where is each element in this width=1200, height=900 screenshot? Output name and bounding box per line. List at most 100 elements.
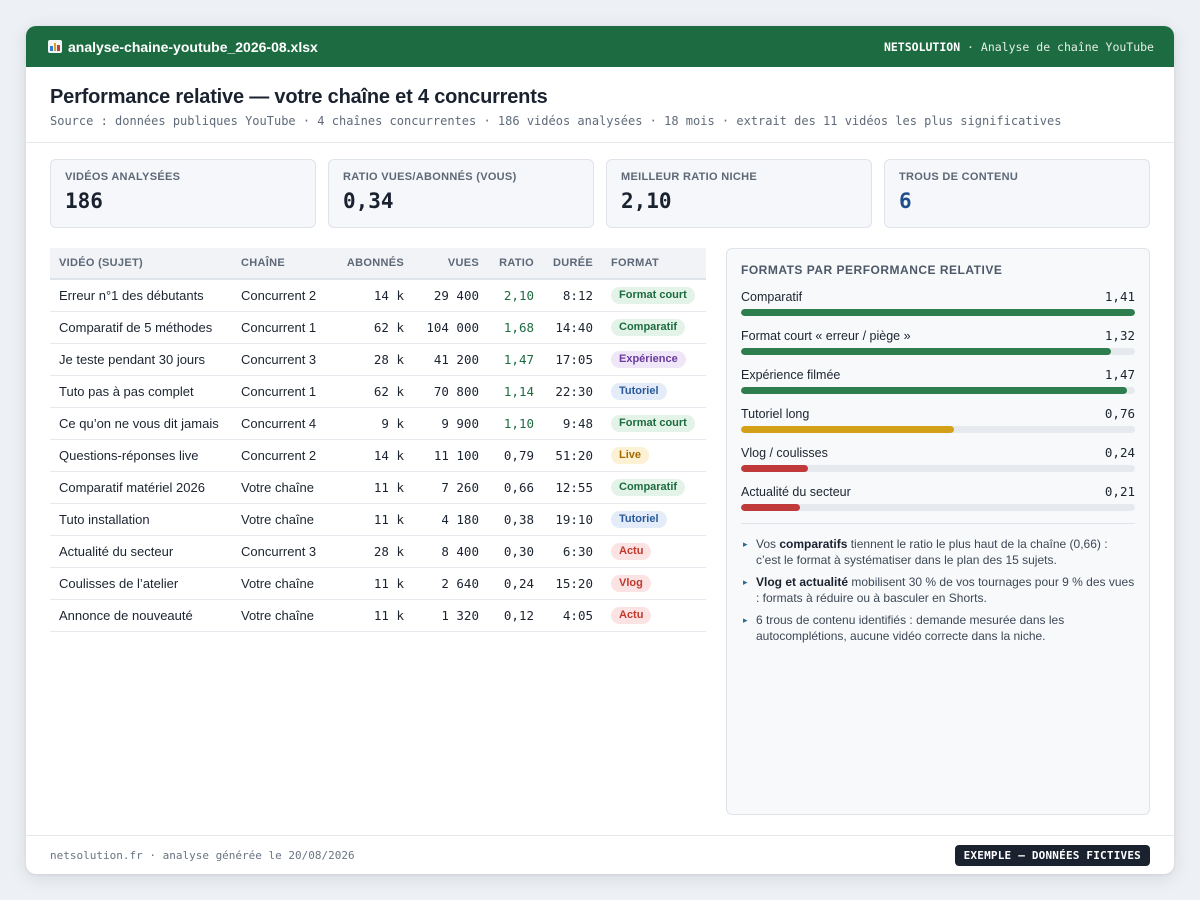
cell-duration: 14:40 (534, 311, 593, 344)
panel-title: Formats par performance relative (741, 263, 1003, 277)
cell-views: 1 320 (404, 599, 479, 632)
cell-subscribers: 28 k (337, 343, 404, 376)
cell-channel: Concurrent 3 (241, 343, 337, 376)
bar-value: 1,41 (1104, 289, 1135, 304)
table-row[interactable]: Comparatif de 5 méthodes Concurrent 1 62 k… (50, 311, 706, 344)
bar-track (741, 465, 1135, 472)
kpi-card-ratio: Ratio vues/abonnés (vous) 0,34 (328, 159, 594, 228)
column-header-views[interactable]: VUES (404, 248, 479, 280)
table-row[interactable]: Comparatif matériel 2026 Votre chaîne 11 k… (50, 471, 706, 504)
bar-label: Actualité du secteur (741, 485, 851, 499)
column-header-format[interactable]: FORMAT (593, 248, 706, 280)
bar-track (741, 504, 1135, 511)
page-title: Performance relative — votre chaîne et 4… (50, 86, 548, 108)
cell-ratio: 0,38 (479, 503, 534, 536)
cell-channel: Votre chaîne (241, 567, 337, 600)
table-row[interactable]: Erreur n°1 des débutants Concurrent 2 14 k… (50, 279, 706, 312)
cell-format: Comparatif (593, 311, 706, 344)
column-header-duration[interactable]: DURÉE (534, 248, 593, 280)
cell-format: Tutoriel (593, 375, 706, 408)
bar-value: 1,47 (1104, 367, 1135, 382)
cell-views: 4 180 (404, 503, 479, 536)
bar-header: Comparatif 1,41 (741, 289, 1135, 304)
cell-ratio: 0,30 (479, 535, 534, 568)
kpi-card-videos: Vidéos analysées 186 (50, 159, 316, 228)
panel-divider (741, 523, 1135, 524)
cell-views: 7 260 (404, 471, 479, 504)
cell-ratio: 1,68 (479, 311, 534, 344)
triangle-bullet-icon: ▸ (743, 615, 748, 625)
cell-duration: 8:12 (534, 279, 593, 312)
column-header-ratio[interactable]: RATIO (479, 248, 534, 280)
cell-ratio: 0,12 (479, 599, 534, 632)
column-header-subscribers[interactable]: ABONNÉS (337, 248, 404, 280)
bar-fill (741, 309, 1135, 316)
cell-duration: 51:20 (534, 439, 593, 472)
cell-views: 8 400 (404, 535, 479, 568)
cell-format: Format court (593, 407, 706, 440)
format-badge: Live (611, 447, 650, 464)
bar-value: 1,32 (1104, 328, 1135, 343)
cell-views: 70 800 (404, 375, 479, 408)
bar-track (741, 387, 1135, 394)
column-header-video[interactable]: VIDÉO (SUJET) (50, 248, 241, 280)
format-badge: Tutoriel (611, 511, 667, 528)
table-row[interactable]: Je teste pendant 30 jours Concurrent 3 28 … (50, 343, 706, 376)
cell-video: Questions-réponses live (50, 439, 241, 472)
cell-channel: Concurrent 1 (241, 311, 337, 344)
cell-duration: 19:10 (534, 503, 593, 536)
cell-format: Expérience (593, 343, 706, 376)
cell-views: 9 900 (404, 407, 479, 440)
cell-duration: 6:30 (534, 535, 593, 568)
cell-subscribers: 62 k (337, 375, 404, 408)
sample-data-badge: EXEMPLE — DONNÉES FICTIVES (954, 844, 1150, 866)
cell-channel: Concurrent 2 (241, 439, 337, 472)
insight-note: ▸ Vos comparatifs tiennent le ratio le pl… (741, 536, 1135, 568)
note-emphasis: comparatifs (779, 537, 848, 551)
cell-video: Je teste pendant 30 jours (50, 343, 241, 376)
format-badge: Comparatif (611, 319, 686, 336)
kpi-label: Ratio vues/abonnés (vous) (343, 171, 517, 183)
cell-subscribers: 28 k (337, 535, 404, 568)
cell-subscribers: 14 k (337, 439, 404, 472)
format-bar-row: Comparatif 1,41 (741, 289, 1135, 316)
bar-fill (741, 387, 1128, 394)
bar-label: Vlog / coulisses (741, 446, 828, 460)
cell-duration: 17:05 (534, 343, 593, 376)
note-emphasis: Vlog et actualité (756, 575, 849, 589)
page-header: Performance relative — votre chaîne et 4… (26, 67, 1174, 143)
bar-label: Tutoriel long (741, 407, 810, 421)
brand-label: NETSOLUTION · Analyse de chaîne YouTube (884, 40, 1154, 54)
cell-views: 11 100 (404, 439, 479, 472)
bar-value: 0,24 (1104, 445, 1135, 460)
bar-track (741, 426, 1135, 433)
format-badge: Vlog (611, 575, 651, 592)
cell-ratio: 1,10 (479, 407, 534, 440)
bar-fill (741, 465, 808, 472)
triangle-bullet-icon: ▸ (743, 539, 748, 549)
cell-subscribers: 11 k (337, 599, 404, 632)
cell-ratio: 0,66 (479, 471, 534, 504)
table-row[interactable]: Tuto pas à pas complet Concurrent 1 62 k 70… (50, 375, 706, 408)
file-name-label: analyse-chaine-youtube_2026-08.xlsx (68, 38, 318, 55)
bar-header: Vlog / coulisses 0,24 (741, 445, 1135, 460)
bar-header: Expérience filmée 1,47 (741, 367, 1135, 382)
cell-format: Tutoriel (593, 503, 706, 536)
insight-notes: ▸ Vos comparatifs tiennent le ratio le pl… (741, 536, 1135, 644)
footer: netsolution.fr · analyse générée le 20/0… (26, 835, 1174, 874)
cell-views: 29 400 (404, 279, 479, 312)
cell-video: Erreur n°1 des débutants (50, 279, 241, 312)
bar-label: Format court « erreur / piège » (741, 329, 911, 343)
kpi-label: Vidéos analysées (65, 171, 181, 183)
format-badge: Actu (611, 607, 652, 624)
format-badge: Format court (611, 415, 695, 432)
cell-channel: Concurrent 4 (241, 407, 337, 440)
column-header-channel[interactable]: CHAÎNE (241, 248, 337, 280)
cell-format: Live (593, 439, 706, 472)
